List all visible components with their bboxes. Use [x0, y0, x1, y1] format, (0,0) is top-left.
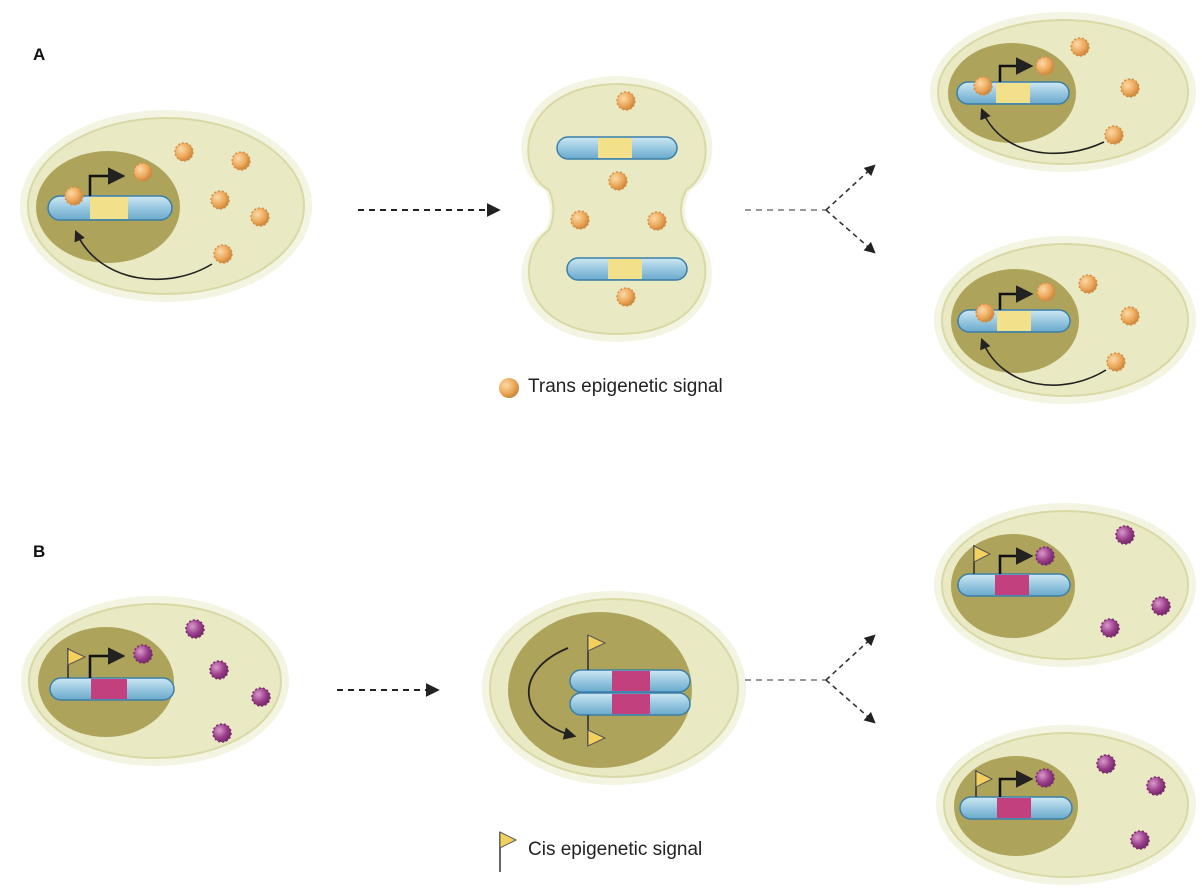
transcription-arrow-icon	[88, 167, 126, 196]
transcription-arrow-icon	[88, 647, 126, 678]
cis-protein	[212, 723, 232, 743]
panel-a-daughter-cell-top	[930, 12, 1196, 172]
trans-signal	[616, 91, 636, 111]
panel-a-fork-arrow	[745, 164, 876, 254]
trans-signal	[64, 186, 84, 206]
chromosome	[959, 796, 1073, 820]
panel-b-fork-arrow	[745, 634, 876, 724]
trans-signal	[1078, 274, 1098, 294]
trans-signal	[570, 210, 590, 230]
trans-signal	[1036, 282, 1056, 302]
trans-signal	[1120, 306, 1140, 326]
flag-marker-icon	[975, 770, 994, 797]
feedback-arrow	[980, 337, 1107, 386]
trans-signal	[174, 142, 194, 162]
trans-signal	[1120, 78, 1140, 98]
trans-signal	[1106, 352, 1126, 372]
trans-signal	[608, 171, 628, 191]
chromosome	[566, 257, 688, 281]
cis-signal-legend-label: Cis epigenetic signal	[528, 839, 703, 860]
feedback-arrow	[74, 229, 213, 281]
cis-protein	[1151, 596, 1171, 616]
transcription-arrow-icon	[998, 57, 1034, 82]
flag-marker-icon	[587, 634, 607, 670]
cis-protein	[1035, 768, 1055, 788]
cis-protein	[1100, 618, 1120, 638]
cis-protein	[1115, 525, 1135, 545]
flag-marker-icon	[973, 545, 992, 574]
trans-signal	[616, 287, 636, 307]
panel-b-daughter-cell-top	[934, 503, 1196, 667]
panel-a-dividing-cell	[521, 76, 713, 342]
feedback-arrow	[980, 107, 1105, 155]
flag-marker-icon	[587, 715, 607, 747]
trans-signal-legend-label: Trans epigenetic signal	[528, 376, 723, 397]
cis-signal-legend: Cis epigenetic signal	[496, 826, 702, 874]
panel-b-initial-cell	[21, 596, 289, 766]
cis-protein	[251, 687, 271, 707]
chromosome	[556, 136, 678, 160]
transcription-arrow-icon	[998, 285, 1034, 310]
trans-signal	[250, 207, 270, 227]
panel-a-label: A	[33, 45, 46, 64]
chromosome	[49, 677, 175, 701]
chromosome	[957, 309, 1071, 333]
trans-signal	[210, 190, 230, 210]
trans-signal	[1035, 56, 1055, 76]
orange-protein-sphere-icon	[499, 378, 519, 398]
chromosome	[957, 573, 1071, 597]
chromosome	[569, 692, 691, 716]
cis-protein	[1146, 776, 1166, 796]
trans-signal	[647, 211, 667, 231]
panel-a-daughter-cell-bottom	[934, 236, 1196, 404]
trans-signal	[1070, 37, 1090, 57]
copy-arrow	[528, 647, 577, 740]
panel-b-replicating-cell	[482, 591, 746, 785]
transcription-arrow-icon	[998, 770, 1034, 797]
chromosome	[569, 669, 691, 693]
trans-signal	[231, 151, 251, 171]
cis-protein	[185, 619, 205, 639]
cis-protein	[1096, 754, 1116, 774]
trans-signal-legend: Trans epigenetic signal	[496, 374, 723, 400]
cis-protein	[1130, 830, 1150, 850]
trans-signal	[133, 162, 153, 182]
panel-a-initial-cell	[20, 110, 312, 302]
trans-signal	[975, 303, 995, 323]
transcription-arrow-icon	[998, 547, 1034, 574]
panel-b-label: B	[33, 542, 46, 561]
panel-b-daughter-cell-bottom	[936, 725, 1196, 885]
trans-signal	[213, 244, 233, 264]
cis-protein	[209, 660, 229, 680]
cis-protein	[133, 644, 153, 664]
cis-protein	[1035, 546, 1055, 566]
trans-signal	[1104, 125, 1124, 145]
flag-marker-icon	[67, 648, 87, 678]
trans-signal	[973, 76, 993, 96]
flag-marker-icon	[499, 831, 518, 872]
